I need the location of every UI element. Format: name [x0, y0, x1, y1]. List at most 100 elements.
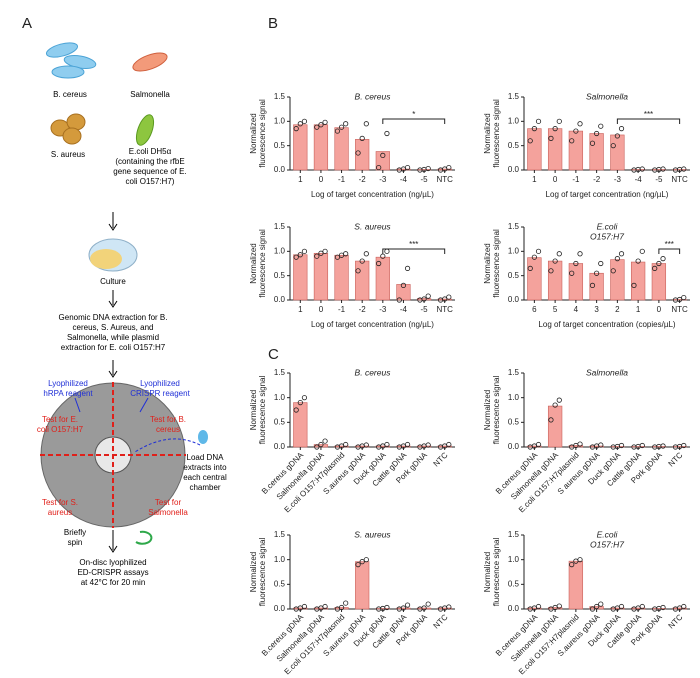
- data-point: [618, 126, 625, 132]
- y-axis-label: Normalized: [249, 113, 258, 153]
- bar: [313, 124, 329, 171]
- panel-label: B: [268, 15, 278, 32]
- data-point: [556, 397, 562, 403]
- data-point: [355, 561, 361, 568]
- data-point: [598, 260, 604, 267]
- data-point: [322, 438, 328, 444]
- data-point: [573, 260, 579, 267]
- data-point: [527, 138, 533, 144]
- y-tick-label: 1.5: [508, 368, 520, 377]
- data-point: [363, 442, 369, 448]
- bar: [334, 607, 349, 610]
- x-tick-label: -3: [379, 175, 387, 184]
- significance-bracket: [382, 118, 446, 124]
- significance-bracket: [616, 118, 681, 124]
- data-point: [598, 123, 604, 129]
- y-tick-label: 0.5: [274, 271, 286, 280]
- data-point: [618, 603, 625, 610]
- y-tick-label: 1.5: [274, 530, 286, 539]
- y-tick-label: 1.0: [508, 246, 520, 255]
- data-point: [548, 417, 554, 423]
- y-tick-label: 0.0: [508, 295, 520, 304]
- data-point: [589, 606, 596, 612]
- y-axis-label: fluorescence signal: [492, 376, 501, 445]
- x-axis-label: Log of target concentration (ng/µL): [311, 320, 434, 329]
- data-point: [343, 251, 349, 257]
- bar: [375, 151, 390, 171]
- y-tick-label: 0.0: [274, 295, 286, 304]
- chart-title: E.coli: [597, 221, 619, 231]
- y-tick-label: 0.0: [274, 442, 286, 451]
- data-point: [380, 152, 386, 158]
- y-tick-label: 0.5: [274, 579, 286, 588]
- data-point: [569, 270, 575, 276]
- bar: [527, 128, 542, 171]
- data-point: [318, 122, 324, 128]
- panel-a-text: Test for B.: [150, 415, 186, 424]
- data-point: [404, 164, 411, 171]
- panel-a-text: Salmonella, while plasmid: [67, 333, 159, 342]
- x-tick-label: -4: [635, 175, 643, 184]
- data-point: [535, 441, 542, 448]
- data-point: [363, 251, 369, 257]
- data-point: [322, 248, 328, 254]
- x-tick-label: -1: [338, 305, 346, 314]
- data-point: [577, 121, 583, 127]
- data-point: [660, 256, 666, 262]
- panel-a-text: extraction for E. coli O157:H7: [61, 343, 166, 352]
- y-tick-label: 1.0: [508, 393, 520, 402]
- chart-title: S. aureus: [354, 221, 391, 231]
- y-axis-label: fluorescence signal: [492, 538, 501, 607]
- panel-a-text: extracts into: [183, 463, 227, 472]
- y-tick-label: 0.5: [508, 271, 520, 280]
- y-tick-label: 0.5: [508, 141, 520, 150]
- data-point: [338, 124, 345, 130]
- bar: [293, 124, 308, 171]
- data-point: [598, 442, 604, 448]
- data-point: [318, 250, 324, 256]
- data-point: [548, 135, 554, 141]
- bar: [313, 252, 329, 301]
- y-axis-label: fluorescence signal: [258, 538, 267, 607]
- data-point: [359, 135, 365, 141]
- bar: [416, 298, 432, 301]
- panel-a-text: Test for E.: [42, 415, 78, 424]
- panel-a-text: each central: [183, 473, 227, 482]
- significance-bracket: [658, 248, 681, 254]
- bar: [293, 254, 308, 301]
- data-point: [552, 258, 558, 264]
- y-axis-label: Normalized: [249, 243, 258, 283]
- y-tick-label: 0.0: [274, 604, 286, 613]
- chart-title: B. cereus: [355, 91, 392, 101]
- data-point: [343, 441, 349, 448]
- data-point: [535, 118, 542, 124]
- data-point: [404, 265, 411, 271]
- panel-a-text: CRISPR reagent: [130, 389, 190, 398]
- y-axis-label: fluorescence signal: [258, 99, 267, 168]
- panel-a-text: (containing the rfbE: [115, 157, 184, 166]
- data-point: [355, 150, 361, 156]
- data-point: [376, 164, 382, 171]
- data-point: [425, 442, 431, 448]
- data-point: [535, 248, 542, 254]
- x-tick-label: 1: [636, 305, 641, 314]
- y-tick-label: 0.5: [274, 141, 286, 150]
- panel-a-text: Lyophilized: [48, 379, 88, 388]
- data-point: [614, 133, 620, 139]
- panel-a-text: spin: [68, 538, 83, 547]
- bar: [568, 263, 584, 301]
- y-axis-label: fluorescence signal: [492, 99, 501, 168]
- data-point: [589, 140, 596, 146]
- data-point: [610, 143, 616, 149]
- x-tick-label: 0: [553, 175, 558, 184]
- data-point: [301, 603, 308, 610]
- y-axis-label: fluorescence signal: [258, 376, 267, 445]
- data-point: [293, 407, 299, 413]
- x-tick-label: 5: [553, 305, 558, 314]
- data-point: [552, 402, 558, 408]
- data-point: [314, 444, 320, 450]
- x-tick-label: 1: [298, 175, 303, 184]
- x-tick-label: -3: [379, 305, 387, 314]
- y-tick-label: 1.0: [508, 555, 520, 564]
- y-tick-label: 1.5: [508, 92, 520, 101]
